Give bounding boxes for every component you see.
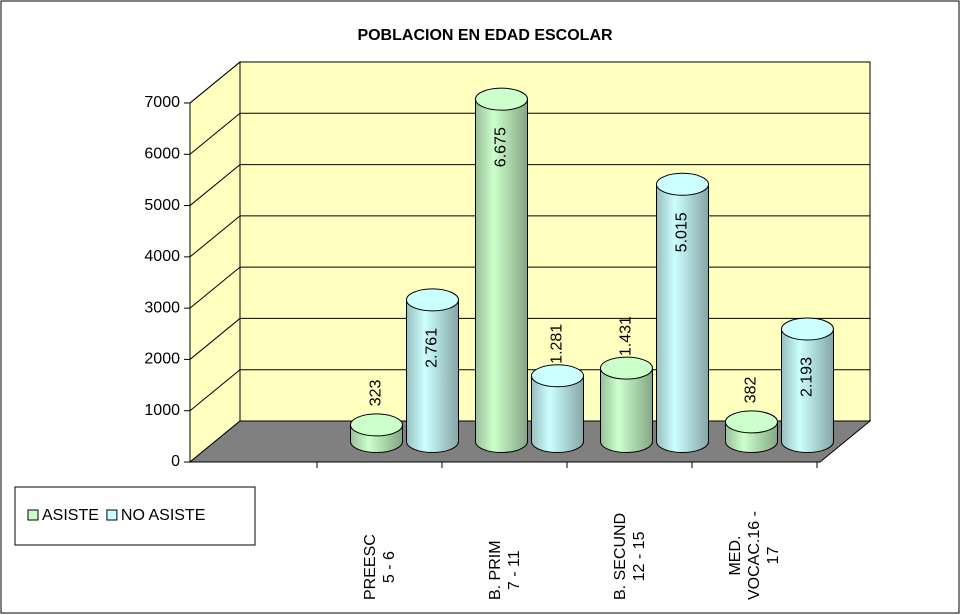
bar-top bbox=[350, 413, 403, 437]
bar bbox=[406, 288, 459, 453]
bar-shade bbox=[531, 375, 584, 453]
bar bbox=[725, 410, 778, 453]
bar bbox=[600, 356, 653, 453]
grid-line bbox=[189, 61, 870, 104]
bar-top bbox=[725, 410, 778, 434]
y-tick-label: 1000 bbox=[144, 402, 180, 419]
bar-top bbox=[406, 288, 459, 312]
bar-top bbox=[600, 356, 653, 380]
y-tick-label: 7000 bbox=[144, 94, 180, 111]
legend-label: NO ASISTE bbox=[121, 507, 205, 524]
x-tick-label: B. SECUND 12 - 15 bbox=[611, 512, 648, 600]
bar bbox=[781, 317, 834, 453]
y-tick-label: 6000 bbox=[144, 146, 180, 163]
bar bbox=[475, 87, 528, 453]
bar-shade bbox=[781, 329, 834, 453]
value-label: 2.761 bbox=[424, 328, 441, 368]
bar-shade bbox=[475, 99, 528, 453]
legend-label: ASISTE bbox=[42, 507, 99, 524]
value-label: 1.431 bbox=[618, 316, 635, 356]
bar-shade bbox=[600, 368, 653, 453]
grid-line bbox=[189, 112, 870, 155]
value-label: 5.015 bbox=[674, 212, 691, 252]
bar bbox=[656, 172, 709, 453]
x-tick-label: PREESC 5 - 6 bbox=[361, 534, 398, 600]
value-label: 1.281 bbox=[549, 324, 566, 364]
bar-shade bbox=[656, 184, 709, 453]
value-label: 382 bbox=[743, 376, 760, 403]
bar-top bbox=[475, 87, 528, 111]
value-label: 2.193 bbox=[799, 357, 816, 397]
legend bbox=[14, 486, 256, 546]
side-wall bbox=[189, 60, 241, 464]
chart-title: POBLACION EN EDAD ESCOLAR bbox=[357, 27, 613, 44]
value-label: 323 bbox=[368, 379, 385, 406]
y-tick-label: 2000 bbox=[144, 351, 180, 368]
bar-top bbox=[656, 172, 709, 196]
y-tick-label: 4000 bbox=[144, 248, 180, 265]
bar-top bbox=[781, 317, 834, 341]
value-label: 6.675 bbox=[493, 127, 510, 167]
y-tick-label: 5000 bbox=[144, 197, 180, 214]
legend-swatch bbox=[106, 509, 118, 521]
bar bbox=[350, 413, 403, 453]
bar-shade bbox=[406, 299, 459, 453]
y-tick-label: 0 bbox=[171, 453, 180, 470]
bar bbox=[531, 364, 584, 453]
legend-swatch bbox=[27, 509, 39, 521]
x-tick-label: B. PRIM 7 - 11 bbox=[486, 540, 523, 600]
grid-line bbox=[189, 164, 870, 206]
y-tick-label: 3000 bbox=[144, 299, 180, 316]
x-tick-label: MED. VOCAC.16 - 17 bbox=[727, 511, 782, 600]
bar-top bbox=[531, 364, 584, 388]
